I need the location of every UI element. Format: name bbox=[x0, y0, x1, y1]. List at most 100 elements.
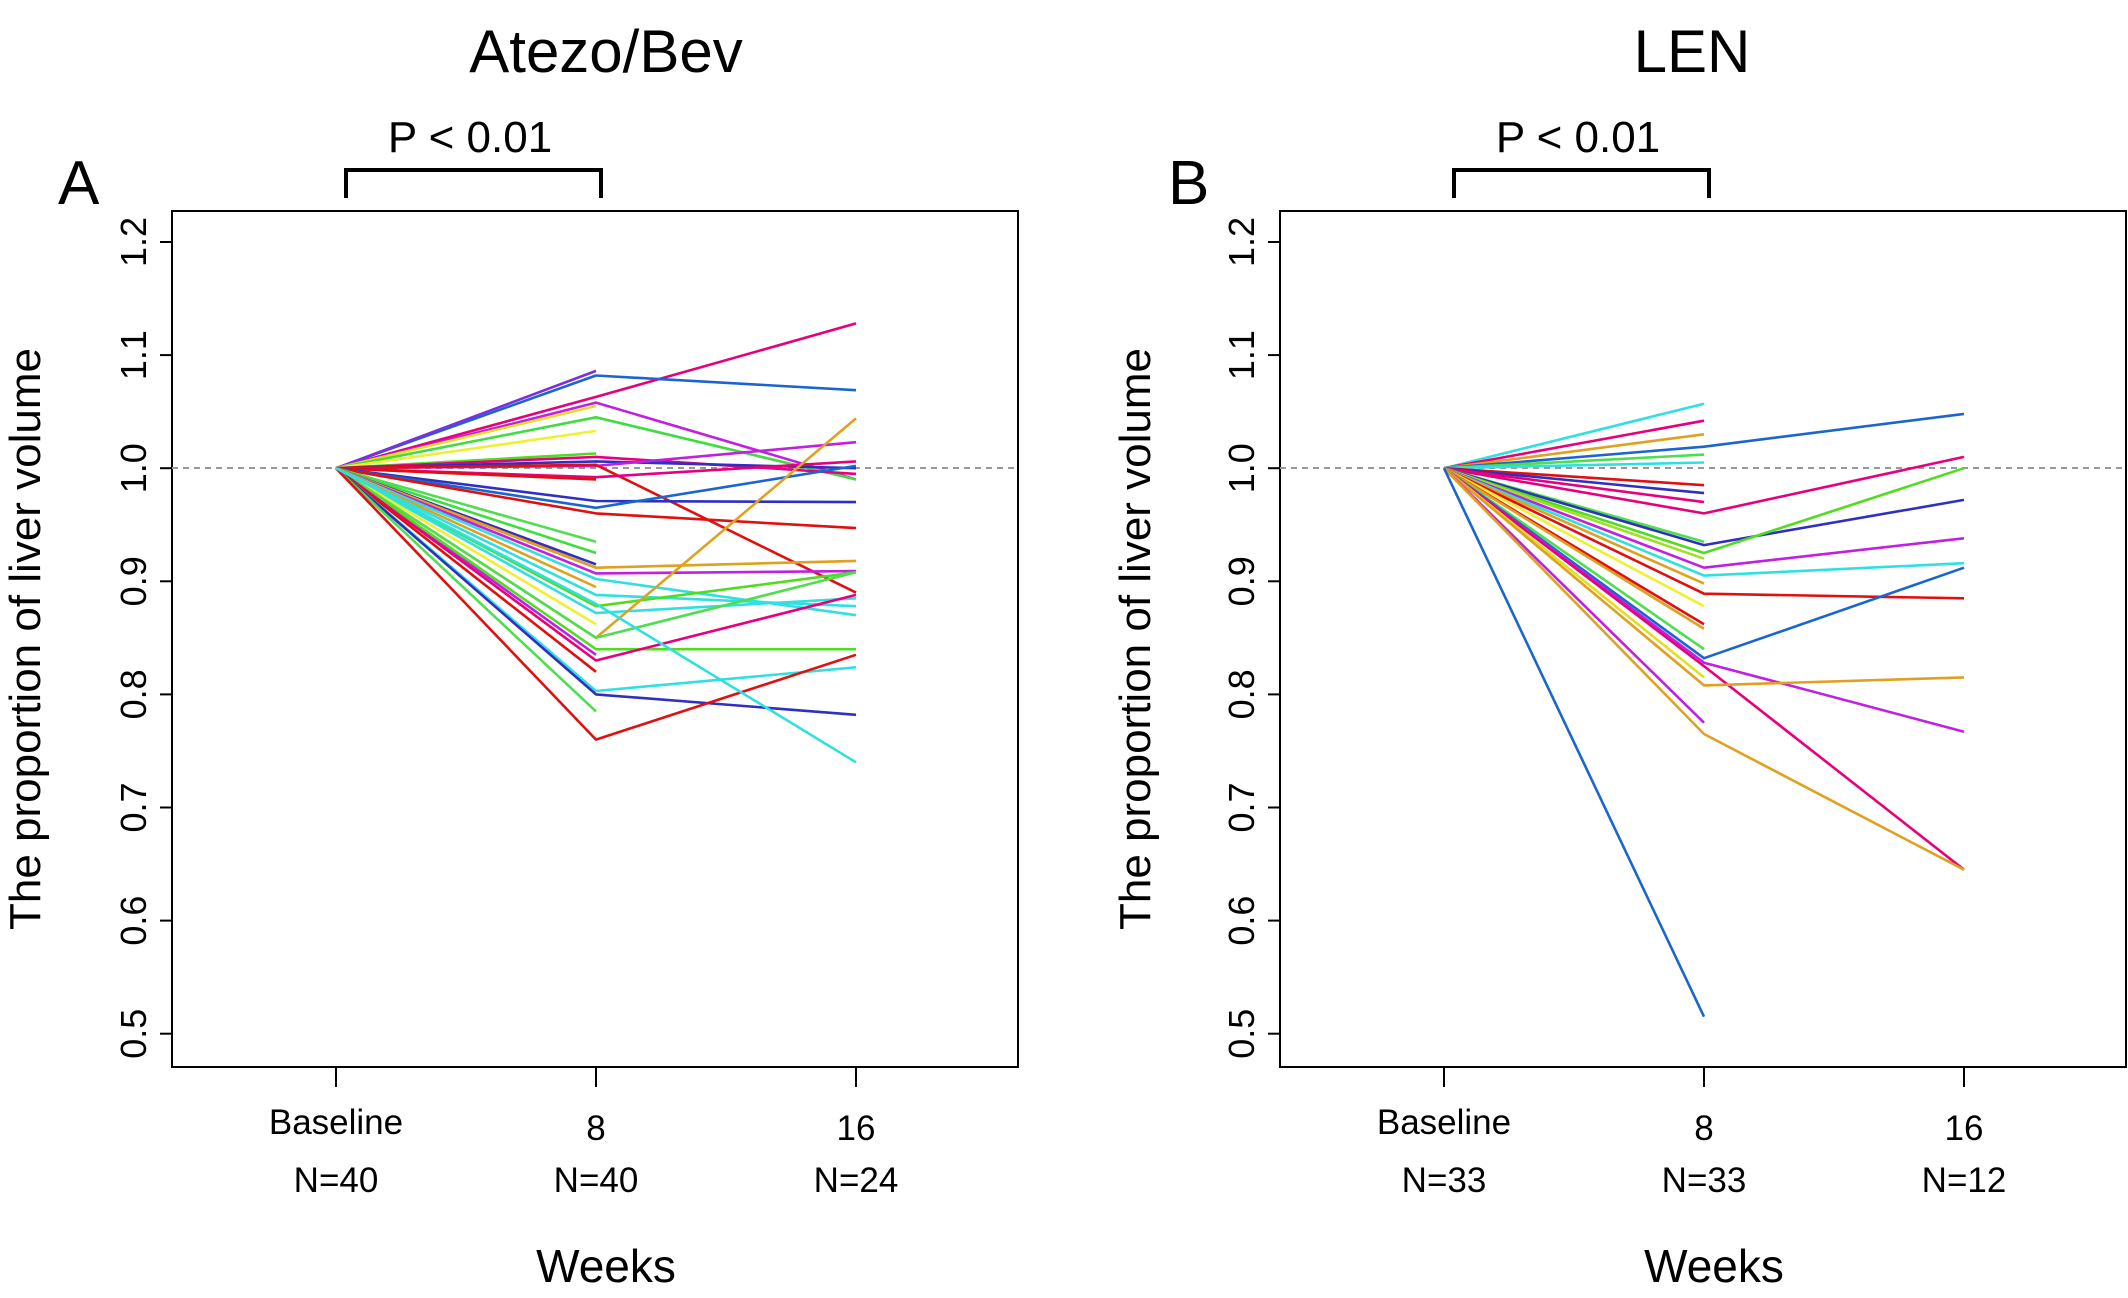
panel-b-series-line-10 bbox=[1443, 455, 1965, 515]
panel-a-series-line-2 bbox=[335, 374, 857, 470]
panel-b-series-line-14 bbox=[1443, 466, 1705, 560]
panel-a-y-tick-label-5: 0.9 bbox=[113, 556, 154, 606]
panel-b-x-tick-label-3: 16 bbox=[1945, 1109, 1984, 1148]
panel-a-series-line-3 bbox=[335, 369, 597, 470]
panel-a-series-line-19 bbox=[335, 466, 597, 555]
panel-a-y-tick-label-6: 1.0 bbox=[113, 443, 154, 493]
panel-a-y-tick-label-1: 0.5 bbox=[113, 1009, 154, 1059]
panel-a-series-line-29 bbox=[335, 467, 597, 626]
panel-b-series-line-8 bbox=[1443, 466, 1705, 495]
panel-a-n-label-3: N=24 bbox=[814, 1161, 899, 1200]
panel-a-letter: A bbox=[58, 149, 100, 218]
panel-a-series-line-38 bbox=[335, 467, 597, 713]
panel-b-y-tick-label-8: 1.2 bbox=[1221, 217, 1262, 267]
panel-b-significance-bracket bbox=[1452, 168, 1711, 198]
panel-a-y-axis-title: The proportion of liver volume bbox=[1, 348, 50, 930]
panel-a-series-line-31 bbox=[335, 467, 857, 640]
panel-a-y-tick-label-8: 1.2 bbox=[113, 217, 154, 267]
panel-a-series-lines bbox=[335, 322, 857, 764]
panel-b-y-tick-label-2: 0.6 bbox=[1221, 896, 1262, 946]
panel-a-series-line-15 bbox=[335, 466, 857, 504]
panel-b-series-line-25 bbox=[1443, 467, 1965, 871]
panel-b-series-line-2 bbox=[1443, 419, 1705, 470]
panel-b-series-line-21 bbox=[1443, 467, 1705, 630]
panel-b-series-line-13 bbox=[1443, 466, 1965, 555]
panel-a-x-tick-label-3: 16 bbox=[837, 1109, 876, 1148]
panel-a: Atezo/Bev A P < 0.01 0.5 0.6 0.7 0.8 0.9 1.0 1… bbox=[1, 18, 1019, 1292]
panel-b-series-line-29 bbox=[1443, 467, 1965, 871]
panel-a-x-axis-title: Weeks bbox=[536, 1240, 676, 1292]
panel-b-series-line-24 bbox=[1443, 467, 1965, 733]
panel-b: LEN B P < 0.01 0.50.60.70.80.91.01.11.2 … bbox=[1111, 18, 2127, 1292]
panel-a-y-tick-label-3: 0.7 bbox=[113, 782, 154, 832]
panel-a-y-axis: 0.5 0.6 0.7 0.8 0.9 1.0 1.1 1.2 bbox=[113, 217, 172, 1059]
panel-b-y-tick-label-6: 1.0 bbox=[1221, 443, 1262, 493]
panel-b-series-line-7 bbox=[1443, 466, 1705, 487]
panel-b-letter: B bbox=[1168, 149, 1209, 218]
panel-a-series-line-17 bbox=[335, 466, 857, 530]
panel-a-significance-bracket bbox=[344, 168, 603, 198]
panel-a-series-line-1 bbox=[335, 322, 857, 470]
panel-b-series-line-16 bbox=[1443, 466, 1965, 577]
panel-b-series-line-3 bbox=[1443, 433, 1705, 470]
panel-a-y-tick-label-4: 0.8 bbox=[113, 669, 154, 719]
panel-a-series-line-14 bbox=[335, 466, 597, 481]
panel-a-series-line-22 bbox=[335, 466, 857, 570]
panel-a-n-label-2: N=40 bbox=[554, 1161, 639, 1200]
panel-a-y-tick-label-7: 1.1 bbox=[113, 330, 154, 380]
panel-b-series-line-6 bbox=[1443, 461, 1705, 470]
panel-a-series-line-40 bbox=[335, 467, 857, 764]
panel-a-series-line-9 bbox=[335, 455, 857, 476]
panel-a-plot-frame bbox=[171, 210, 1019, 1068]
panel-b-series-line-15 bbox=[1443, 466, 1965, 570]
panel-a-series-line-7 bbox=[335, 429, 597, 470]
panel-a-series-line-33 bbox=[335, 467, 856, 651]
panel-b-series-line-12 bbox=[1443, 466, 1965, 547]
panel-b-series-line-9 bbox=[1443, 466, 1705, 504]
panel-b-plot-frame bbox=[1279, 210, 2127, 1068]
panel-b-series-line-27 bbox=[1443, 467, 1965, 687]
panel-b-x-tick-label-2: 8 bbox=[1694, 1109, 1713, 1148]
panel-b-x-axis: Baseline N=33 8 N=33 16 N=12 bbox=[1377, 1067, 2006, 1200]
panel-b-p-value: P < 0.01 bbox=[1496, 113, 1660, 162]
panel-a-series-line-6 bbox=[335, 415, 857, 481]
panel-b-y-tick-label-4: 0.8 bbox=[1221, 669, 1262, 719]
panel-b-series-line-5 bbox=[1443, 453, 1705, 470]
panel-b-x-tick-label-1: Baseline bbox=[1377, 1103, 1511, 1142]
panel-b-y-tick-label-7: 1.1 bbox=[1221, 330, 1262, 380]
panel-a-series-line-28 bbox=[335, 467, 857, 615]
panel-a-x-tick-label-1: Baseline bbox=[269, 1103, 403, 1142]
panel-b-series-line-17 bbox=[1443, 467, 1705, 585]
panel-a-n-label-1: N=40 bbox=[294, 1161, 379, 1200]
panel-a-p-value: P < 0.01 bbox=[388, 113, 552, 162]
panel-b-n-label-3: N=12 bbox=[1922, 1161, 2007, 1200]
panel-a-x-axis: Baseline N=40 8 N=40 16 N=24 bbox=[269, 1067, 898, 1200]
panel-b-series-line-28 bbox=[1443, 467, 1705, 724]
panel-a-series-line-12 bbox=[335, 463, 857, 594]
panel-a-series-line-34 bbox=[335, 467, 857, 662]
panel-b-y-axis-title: The proportion of liver volume bbox=[1111, 348, 1160, 930]
panel-b-series-line-1 bbox=[1443, 402, 1705, 470]
panel-b-y-tick-label-5: 0.9 bbox=[1221, 556, 1262, 606]
panel-b-title: LEN bbox=[1634, 18, 1751, 85]
panel-a-title: Atezo/Bev bbox=[469, 18, 743, 85]
panel-b-x-axis-title: Weeks bbox=[1644, 1240, 1784, 1292]
panel-b-n-label-1: N=33 bbox=[1402, 1161, 1487, 1200]
panel-b-y-tick-label-1: 0.5 bbox=[1221, 1009, 1262, 1059]
panel-a-series-line-23 bbox=[335, 466, 857, 575]
panel-a-series-line-5 bbox=[335, 404, 597, 470]
panel-b-series-lines bbox=[1442, 402, 1965, 1018]
panel-b-y-axis: 0.5 0.6 0.7 0.8 0.9 1.0 1.1 1.2 bbox=[1221, 217, 1280, 1059]
panel-a-series-line-18 bbox=[335, 466, 597, 543]
panel-b-n-label-2: N=33 bbox=[1662, 1161, 1747, 1200]
panel-a-series-line-39 bbox=[335, 467, 857, 741]
panel-b-y-tick-label-3: 0.7 bbox=[1221, 782, 1262, 832]
panel-b-series-line-4 bbox=[1443, 412, 1965, 470]
panel-a-y-tick-label-2: 0.6 bbox=[113, 896, 154, 946]
panel-a-series-line-35 bbox=[335, 467, 597, 673]
panel-a-series-line-16 bbox=[335, 464, 857, 510]
panel-b-series-line-30 bbox=[1442, 467, 1706, 1018]
panel-a-x-tick-label-2: 8 bbox=[586, 1109, 605, 1148]
panel-b-series-line-19 bbox=[1443, 467, 1705, 608]
